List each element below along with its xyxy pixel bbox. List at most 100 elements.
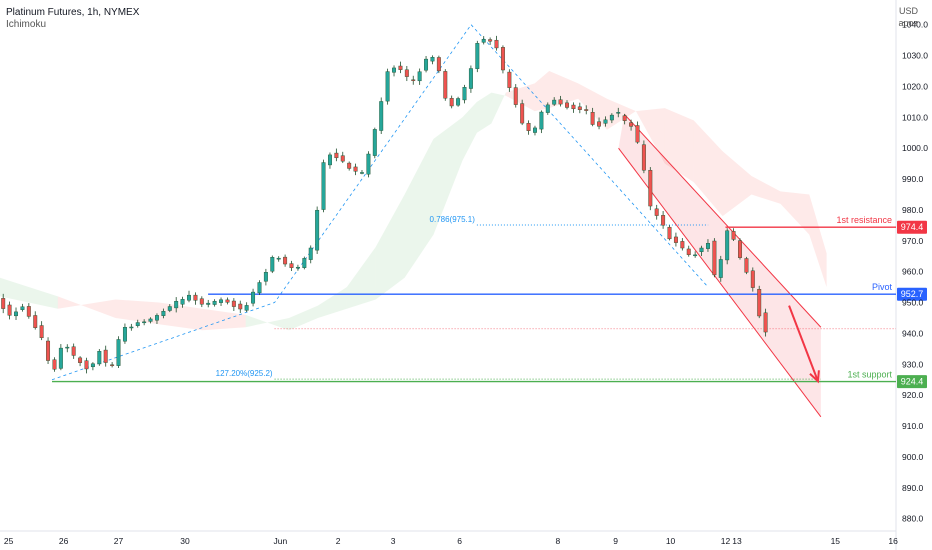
candle-body <box>379 101 384 131</box>
candle-body <box>295 266 300 269</box>
candle-body <box>148 318 153 322</box>
scale-mode-label[interactable]: apoz <box>898 18 918 28</box>
candle-body <box>468 68 473 89</box>
candle-body <box>46 340 51 361</box>
candle-body <box>103 349 108 363</box>
ichimoku-cloud-segment <box>491 92 506 124</box>
time-tick-label: 16 <box>888 536 898 546</box>
fib-trendline <box>470 24 709 288</box>
price-tick-label: 1020.0 <box>902 81 928 91</box>
price-tick-label: 910.0 <box>902 421 924 431</box>
candle-body <box>680 241 685 249</box>
ichimoku-cloud-segment <box>664 108 694 183</box>
level-price-tag <box>897 220 927 234</box>
candle-body <box>238 303 243 310</box>
candle-body <box>750 270 755 288</box>
candle-body <box>155 315 159 321</box>
candle-body <box>174 300 179 309</box>
forecast-arrow-head <box>809 370 820 384</box>
candle-body <box>212 300 217 305</box>
ichimoku-cloud-segment <box>404 138 434 278</box>
candle-body <box>116 339 121 366</box>
ichimoku-cloud-segment <box>607 98 636 130</box>
level-price-tag <box>897 287 927 301</box>
price-tick-label: 920.0 <box>902 390 924 400</box>
candle-body <box>360 172 364 174</box>
level-price-tag-text: 974.4 <box>901 222 924 232</box>
candle-body <box>33 315 38 328</box>
ichimoku-cloud-segment <box>549 71 579 109</box>
candle-body <box>180 299 185 305</box>
candle-body <box>398 65 403 70</box>
ichimoku-cloud-segment <box>202 308 246 331</box>
candle-body <box>308 247 313 260</box>
candle-body <box>270 257 275 272</box>
candle-body <box>622 115 627 121</box>
candle-body <box>552 99 557 105</box>
candle-body <box>699 247 704 252</box>
candle-body <box>366 153 371 175</box>
candle-body <box>302 258 307 268</box>
candle-body <box>257 282 262 294</box>
candle-body <box>654 208 659 216</box>
candle-body <box>603 119 608 124</box>
ichimoku-cloud-segment <box>780 191 810 235</box>
forecast-arrow-shaft <box>788 305 819 382</box>
candle-body <box>609 114 614 121</box>
level-name-label: 1st support <box>847 370 892 380</box>
candle-body <box>283 256 288 265</box>
candle-body <box>731 231 736 240</box>
candle-body <box>526 122 531 131</box>
time-tick-label: 27 <box>114 536 124 546</box>
time-tick-label: 3 <box>391 536 396 546</box>
price-tick-label: 990.0 <box>902 174 924 184</box>
price-tick-label: 930.0 <box>902 359 924 369</box>
price-tick-label: 900.0 <box>902 452 924 462</box>
ichimoku-cloud-segment <box>245 314 289 331</box>
candle-body <box>500 47 505 71</box>
time-tick-label: 10 <box>666 536 676 546</box>
time-tick-label: 12 <box>721 536 731 546</box>
candle-body <box>26 306 31 317</box>
candle-body <box>725 230 730 261</box>
ichimoku-cloud-segment <box>115 299 159 325</box>
time-tick-label: 25 <box>4 536 14 546</box>
candle-body <box>206 302 211 305</box>
candle-body <box>641 144 646 171</box>
ichimoku-cloud-segment <box>722 151 752 217</box>
candle-body <box>321 162 326 210</box>
candle-body <box>97 351 102 365</box>
price-tick-label: 1000.0 <box>902 143 928 153</box>
candle-body <box>539 111 544 130</box>
candle-body <box>404 69 409 77</box>
candle-body <box>475 43 480 69</box>
candle-body <box>334 152 339 159</box>
ichimoku-cloud-segment <box>433 117 463 235</box>
price-tick-label: 1030.0 <box>902 51 928 61</box>
candle-body <box>372 129 377 156</box>
candle-body <box>430 56 435 62</box>
candle-body <box>327 154 332 166</box>
ichimoku-cloud-segment <box>317 287 347 318</box>
candle-body <box>494 39 499 49</box>
candle-body <box>443 71 448 99</box>
candle-body <box>20 306 25 310</box>
ichimoku-cloud-segment <box>375 194 405 300</box>
fib-trendline <box>51 24 472 381</box>
time-tick-label: 30 <box>180 536 190 546</box>
candle-body <box>520 103 525 124</box>
candle-body <box>193 294 198 301</box>
candle-body <box>244 305 249 311</box>
time-tick-label: 2 <box>336 536 341 546</box>
ichimoku-cloud-segment <box>159 302 203 331</box>
price-tick-label: 960.0 <box>902 267 924 277</box>
candle-body <box>225 299 230 303</box>
candle-body <box>135 322 140 326</box>
candle-body <box>481 39 486 43</box>
price-tick-label: 940.0 <box>902 328 924 338</box>
price-tick-label: 970.0 <box>902 236 924 246</box>
time-tick-label: 8 <box>555 536 560 546</box>
price-tick-label: 1010.0 <box>902 112 928 122</box>
candle-body <box>533 127 537 133</box>
